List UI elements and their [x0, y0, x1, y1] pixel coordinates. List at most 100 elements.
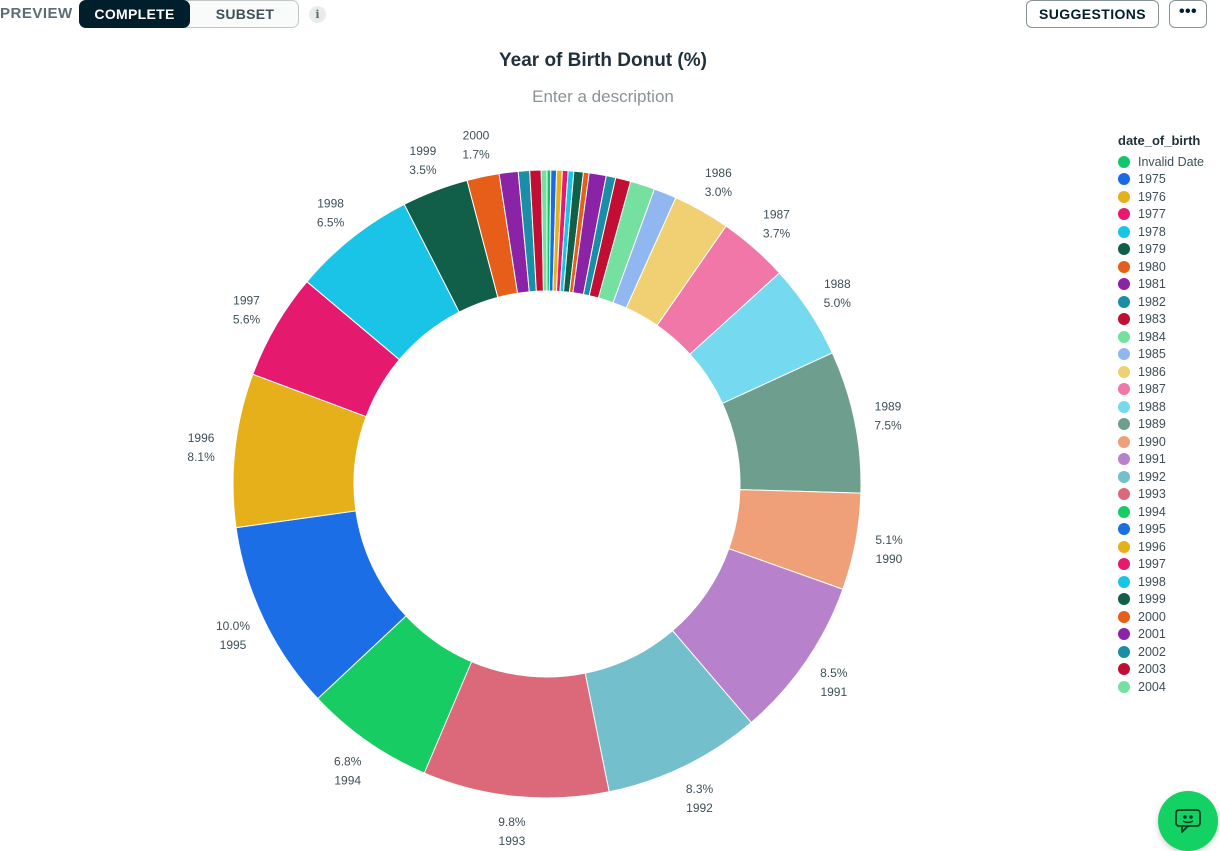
legend-label: 2002	[1138, 644, 1166, 659]
mode-toggle: COMPLETE SUBSET	[79, 0, 299, 28]
legend-swatch	[1118, 400, 1130, 413]
legend-label: 1996	[1138, 539, 1166, 554]
legend-label: 1985	[1138, 347, 1166, 362]
legend-swatch	[1118, 505, 1130, 518]
legend-item-1977[interactable]: 1977	[1118, 206, 1220, 224]
legend-label: 1998	[1138, 574, 1166, 589]
slice-percent-label-1989: 7.5%	[874, 419, 902, 433]
slice-year-label-1987: 1987	[763, 207, 790, 221]
chart-title: Year of Birth Donut (%)	[499, 50, 707, 71]
legend-label: 1993	[1138, 487, 1166, 502]
legend-swatch	[1118, 558, 1130, 571]
legend-swatch	[1118, 208, 1130, 221]
legend-item-2002[interactable]: 2002	[1118, 643, 1220, 661]
legend-swatch	[1118, 645, 1130, 658]
legend-item-1999[interactable]: 1999	[1118, 591, 1220, 609]
slice-year-label-1992: 1992	[686, 801, 713, 815]
slice-year-label-1991: 1991	[820, 685, 847, 699]
slice-year-label-2000: 2000	[463, 128, 490, 142]
legend-item-1980[interactable]: 1980	[1118, 258, 1220, 276]
legend-item-invalid-date[interactable]: Invalid Date	[1118, 153, 1220, 171]
legend-item-2003[interactable]: 2003	[1118, 661, 1220, 679]
legend-swatch	[1118, 313, 1130, 326]
mode-subset-button[interactable]: SUBSET	[215, 6, 275, 22]
legend-swatch	[1118, 435, 1130, 448]
slice-year-label-1990: 1990	[876, 552, 903, 566]
legend-item-2001[interactable]: 2001	[1118, 626, 1220, 644]
mode-complete-button[interactable]: COMPLETE	[79, 0, 190, 28]
legend-label: 1995	[1138, 522, 1166, 537]
legend-item-1988[interactable]: 1988	[1118, 398, 1220, 416]
slice-year-label-1998: 1998	[317, 197, 344, 211]
slice-percent-label-1991: 8.5%	[820, 666, 848, 680]
legend-swatch	[1118, 330, 1130, 343]
legend-label: 1975	[1138, 172, 1166, 187]
more-options-button[interactable]: •••	[1169, 0, 1207, 28]
slice-year-label-1993: 1993	[499, 834, 526, 848]
legend-item-1994[interactable]: 1994	[1118, 503, 1220, 521]
legend-label: 2001	[1138, 627, 1166, 642]
legend-label: 2003	[1138, 662, 1166, 677]
slice-year-label-1995: 1995	[220, 638, 247, 652]
legend-item-1976[interactable]: 1976	[1118, 188, 1220, 206]
info-icon[interactable]: i	[309, 6, 326, 23]
legend-item-1975[interactable]: 1975	[1118, 171, 1220, 189]
slice-percent-label-1988: 5.0%	[824, 296, 852, 310]
suggestions-button[interactable]: SUGGESTIONS	[1026, 0, 1159, 28]
legend-item-1995[interactable]: 1995	[1118, 521, 1220, 539]
legend-label: 2000	[1138, 609, 1166, 624]
legend-title: date_of_birth	[1118, 133, 1201, 148]
legend-swatch	[1118, 523, 1130, 536]
legend-item-1991[interactable]: 1991	[1118, 451, 1220, 469]
slice-percent-label-1999: 3.5%	[409, 163, 437, 177]
legend-label: 1997	[1138, 557, 1166, 572]
legend-swatch	[1118, 155, 1130, 168]
legend-swatch	[1118, 225, 1130, 238]
donut-slice-2004[interactable]	[540, 169, 548, 292]
chart-description-input[interactable]: Enter a description	[532, 87, 674, 106]
chat-button[interactable]	[1158, 791, 1218, 851]
legend-item-1990[interactable]: 1990	[1118, 433, 1220, 451]
legend-item-1996[interactable]: 1996	[1118, 538, 1220, 556]
legend-item-1982[interactable]: 1982	[1118, 293, 1220, 311]
legend-label: 1986	[1138, 364, 1166, 379]
legend-label: 1999	[1138, 592, 1166, 607]
legend-item-1984[interactable]: 1984	[1118, 328, 1220, 346]
legend-item-1979[interactable]: 1979	[1118, 241, 1220, 259]
slice-percent-label-1995: 10.0%	[216, 619, 250, 633]
legend-swatch	[1118, 610, 1130, 623]
legend-swatch	[1118, 540, 1130, 553]
legend-label: 1978	[1138, 224, 1166, 239]
legend-item-2000[interactable]: 2000	[1118, 608, 1220, 626]
legend-item-2004[interactable]: 2004	[1118, 678, 1220, 696]
legend-swatch	[1118, 488, 1130, 501]
legend-swatch	[1118, 663, 1130, 676]
slice-year-label-1996: 1996	[188, 431, 215, 445]
legend-label: 1977	[1138, 207, 1166, 222]
legend-item-1981[interactable]: 1981	[1118, 276, 1220, 294]
legend-item-1985[interactable]: 1985	[1118, 346, 1220, 364]
legend-item-1978[interactable]: 1978	[1118, 223, 1220, 241]
legend-item-1989[interactable]: 1989	[1118, 416, 1220, 434]
legend-swatch	[1118, 383, 1130, 396]
legend-item-1992[interactable]: 1992	[1118, 468, 1220, 486]
legend-item-1993[interactable]: 1993	[1118, 486, 1220, 504]
legend-label: 1983	[1138, 312, 1166, 327]
slice-year-label-1999: 1999	[410, 144, 437, 158]
legend-item-1986[interactable]: 1986	[1118, 363, 1220, 381]
slice-year-label-1994: 1994	[334, 773, 361, 787]
legend-item-1987[interactable]: 1987	[1118, 381, 1220, 399]
legend-item-1983[interactable]: 1983	[1118, 311, 1220, 329]
legend-label: 1994	[1138, 504, 1166, 519]
legend-swatch	[1118, 278, 1130, 291]
legend-swatch	[1118, 470, 1130, 483]
legend-swatch	[1118, 348, 1130, 361]
legend-item-1998[interactable]: 1998	[1118, 573, 1220, 591]
slice-year-label-1986: 1986	[705, 166, 732, 180]
slice-percent-label-1996: 8.1%	[187, 450, 215, 464]
slice-percent-label-1986: 3.0%	[705, 185, 733, 199]
legend-item-1997[interactable]: 1997	[1118, 556, 1220, 574]
legend-swatch	[1118, 418, 1130, 431]
more-icon: •••	[1178, 3, 1197, 20]
slice-percent-label-1993: 9.8%	[498, 815, 526, 829]
